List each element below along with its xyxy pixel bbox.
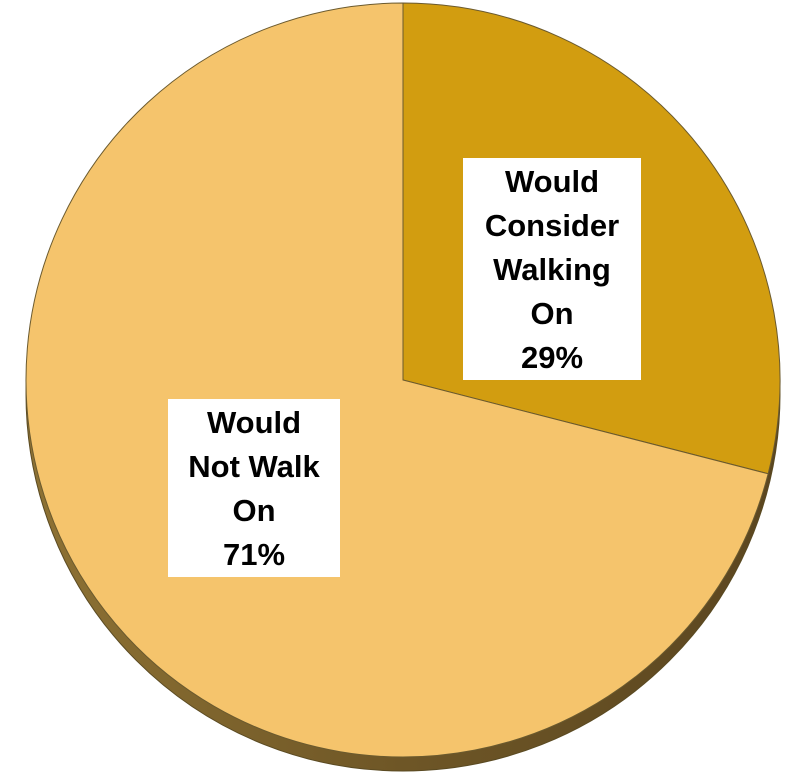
- pie-value-label: 71%: [223, 537, 285, 572]
- pie-category-label: On: [232, 493, 275, 528]
- pie-label-box: [168, 399, 340, 577]
- pie-label-box: [463, 158, 641, 380]
- pie-category-label: Walking: [493, 252, 611, 287]
- pie-value-label: 29%: [521, 340, 583, 375]
- pie-category-label: Not Walk: [188, 449, 320, 484]
- pie-labels: Would Consider Walking On 29% Would Not Walk On…: [168, 158, 641, 577]
- pie-category-label: On: [530, 296, 573, 331]
- pie-slices: [25, 2, 781, 758]
- pie-label-1: Would Not Walk On 71%: [168, 399, 340, 577]
- pie-label-0: Would Consider Walking On 29%: [463, 158, 641, 380]
- pie-category-label: Consider: [485, 208, 619, 243]
- pie-category-label: Would: [207, 405, 301, 440]
- pie-category-label: Would: [505, 164, 599, 199]
